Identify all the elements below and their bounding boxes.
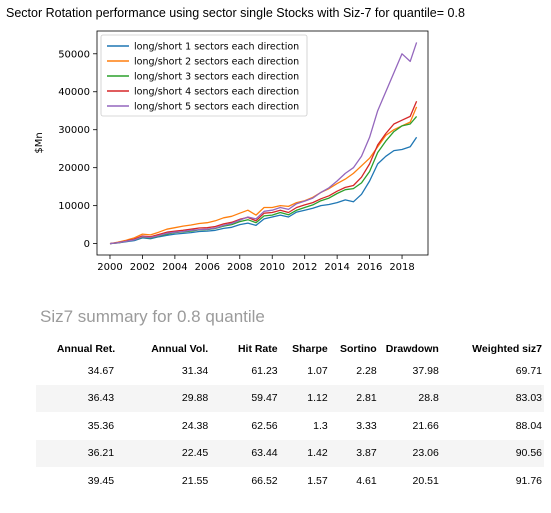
x-tick-label: 2006	[195, 262, 220, 273]
table-row: 34.67 31.34 61.23 1.07 2.28 37.98 69.71	[36, 357, 544, 385]
y-tick-label: 50000	[58, 49, 90, 60]
table-cell: 4.61	[356, 474, 377, 487]
table-cell: 91.76	[515, 474, 542, 487]
table-cell: 83.03	[515, 392, 542, 405]
table-row: 35.36 24.38 62.56 1.3 3.33 21.66 88.04	[36, 412, 544, 440]
x-tick-label: 2016	[357, 262, 382, 273]
legend-label-1: long/short 1 sectors each direction	[134, 42, 299, 53]
legend-label-5: long/short 5 sectors each direction	[134, 102, 299, 113]
table-cell: 31.34	[181, 364, 209, 377]
table-cell: 3.87	[356, 447, 377, 460]
table-row: 36.43 29.88 59.47 1.12 2.81 28.8 83.03	[36, 384, 544, 412]
series-line-4	[109, 100, 418, 245]
legend-label-3: long/short 3 sectors each direction	[134, 72, 299, 83]
table-cell: 59.47	[251, 392, 278, 405]
summary-header-row: Annual Ret. Annual Vol. Hit Rate Sharpe …	[36, 340, 544, 357]
table-cell: 1.07	[307, 364, 328, 377]
y-tick-label: 30000	[58, 125, 90, 136]
column-header-annual-vol: Annual Vol.	[151, 342, 209, 355]
table-cell: 63.44	[251, 447, 278, 460]
table-cell: 28.8	[418, 392, 439, 405]
table-cell: 36.21	[87, 447, 115, 460]
table-cell: 29.88	[181, 392, 209, 405]
table-row: 39.45 21.55 66.52 1.57 4.61 20.51 91.76	[36, 467, 544, 495]
chart-title: Sector Rotation performance using sector…	[6, 6, 465, 20]
table-cell: 1.3	[313, 419, 328, 432]
table-cell: 2.81	[356, 392, 377, 405]
table-cell: 24.38	[181, 419, 209, 432]
table-cell: 61.23	[251, 364, 278, 377]
table-cell: 1.57	[307, 474, 328, 487]
column-header-drawdown: Drawdown	[385, 342, 439, 355]
series-line-5	[109, 42, 418, 245]
table-row: 36.21 22.45 63.44 1.42 3.87 23.06 90.56	[36, 439, 544, 467]
table-cell: 34.67	[87, 364, 115, 377]
series-line-2	[109, 106, 418, 245]
y-tick-label: 10000	[58, 201, 90, 212]
column-header-sharpe: Sharpe	[292, 342, 328, 355]
series-line-1	[109, 136, 418, 245]
table-cell: 3.33	[356, 419, 377, 432]
x-tick-label: 2010	[260, 262, 285, 273]
table-cell: 22.45	[181, 447, 209, 460]
table-cell: 1.42	[307, 447, 328, 460]
y-tick-label: 20000	[58, 163, 90, 174]
table-cell: 21.66	[412, 419, 439, 432]
x-tick-label: 2012	[292, 262, 317, 273]
table-cell: 20.51	[412, 474, 439, 487]
table-cell: 90.56	[515, 447, 542, 460]
table-cell: 39.45	[87, 474, 115, 487]
series-layer	[109, 42, 418, 245]
column-header-hit-rate: Hit Rate	[237, 342, 278, 355]
y-axis-label: $Mn	[34, 132, 45, 153]
x-tick-label: 2002	[130, 262, 155, 273]
y-axis: 0 10000 20000 30000 40000 50000	[58, 49, 97, 250]
table-cell: 62.56	[251, 419, 278, 432]
table-cell: 35.36	[87, 419, 115, 432]
legend-label-2: long/short 2 sectors each direction	[134, 57, 299, 68]
table-cell: 37.98	[412, 364, 439, 377]
table-cell: 88.04	[515, 419, 542, 432]
column-header-annual-ret: Annual Ret.	[56, 342, 116, 355]
table-cell: 21.55	[181, 474, 209, 487]
y-tick-label: 0	[84, 239, 90, 250]
table-cell: 2.28	[356, 364, 377, 377]
x-axis: 2000 2002 2004 2006 2008 2010 2012 2014 2016 2018	[97, 255, 415, 273]
table-cell: 69.71	[515, 364, 542, 377]
table-cell: 1.12	[307, 392, 328, 405]
legend: long/short 1 sectors each direction long/…	[100, 34, 308, 117]
summary-table: Annual Ret. Annual Vol. Hit Rate Sharpe …	[36, 340, 544, 495]
legend-box	[100, 34, 308, 117]
x-tick-label: 2018	[389, 262, 414, 273]
line-chart: 2000 2002 2004 2006 2008 2010 2012 2014 2016 2018…	[34, 30, 429, 273]
y-tick-label: 40000	[58, 87, 90, 98]
column-header-weighted-siz7: Weighted siz7	[472, 342, 542, 355]
x-tick-label: 2004	[162, 262, 187, 273]
column-header-sortino: Sortino	[339, 342, 377, 355]
table-cell: 66.52	[251, 474, 278, 487]
x-tick-label: 2014	[324, 262, 349, 273]
table-cell: 23.06	[412, 447, 439, 460]
legend-label-4: long/short 4 sectors each direction	[134, 87, 299, 98]
summary-title: Siz7 summary for 0.8 quantile	[40, 307, 265, 326]
x-tick-label: 2008	[227, 262, 252, 273]
table-cell: 36.43	[87, 392, 115, 405]
x-tick-label: 2000	[97, 262, 122, 273]
